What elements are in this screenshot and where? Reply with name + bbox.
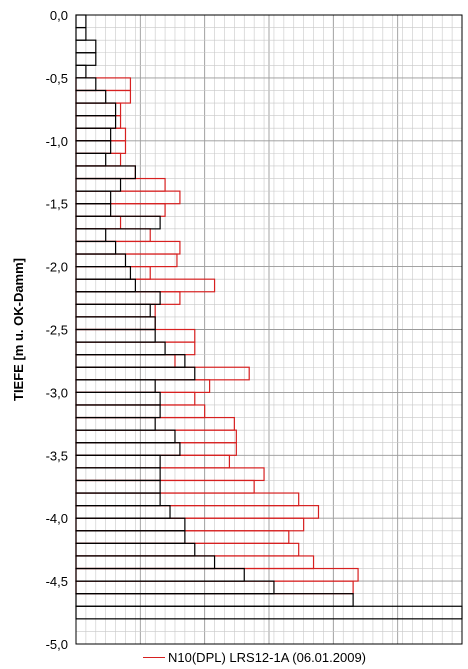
- y-tick-label: -2,5: [46, 323, 68, 338]
- y-axis-title: TIEFE [m u. OK-Damm]: [11, 258, 26, 401]
- y-tick-label: -5,0: [46, 637, 68, 652]
- y-tick-label: -3,5: [46, 448, 68, 463]
- y-tick-label: -3,0: [46, 385, 68, 400]
- plot-frame: [75, 14, 463, 645]
- legend: N10(DPL) LRS12-1A (06.01.2009): [143, 650, 366, 665]
- y-tick-label: 0,0: [50, 8, 68, 23]
- y-tick-label: -1,5: [46, 197, 68, 212]
- legend-label: N10(DPL) LRS12-1A (06.01.2009): [168, 650, 367, 665]
- legend-swatch-red: [143, 657, 165, 658]
- y-tick-label: -1,0: [46, 134, 68, 149]
- y-tick-label: -4,5: [46, 574, 68, 589]
- y-tick-label: -2,0: [46, 260, 68, 275]
- y-tick-label: -0,5: [46, 71, 68, 86]
- y-tick-label: -4,0: [46, 511, 68, 526]
